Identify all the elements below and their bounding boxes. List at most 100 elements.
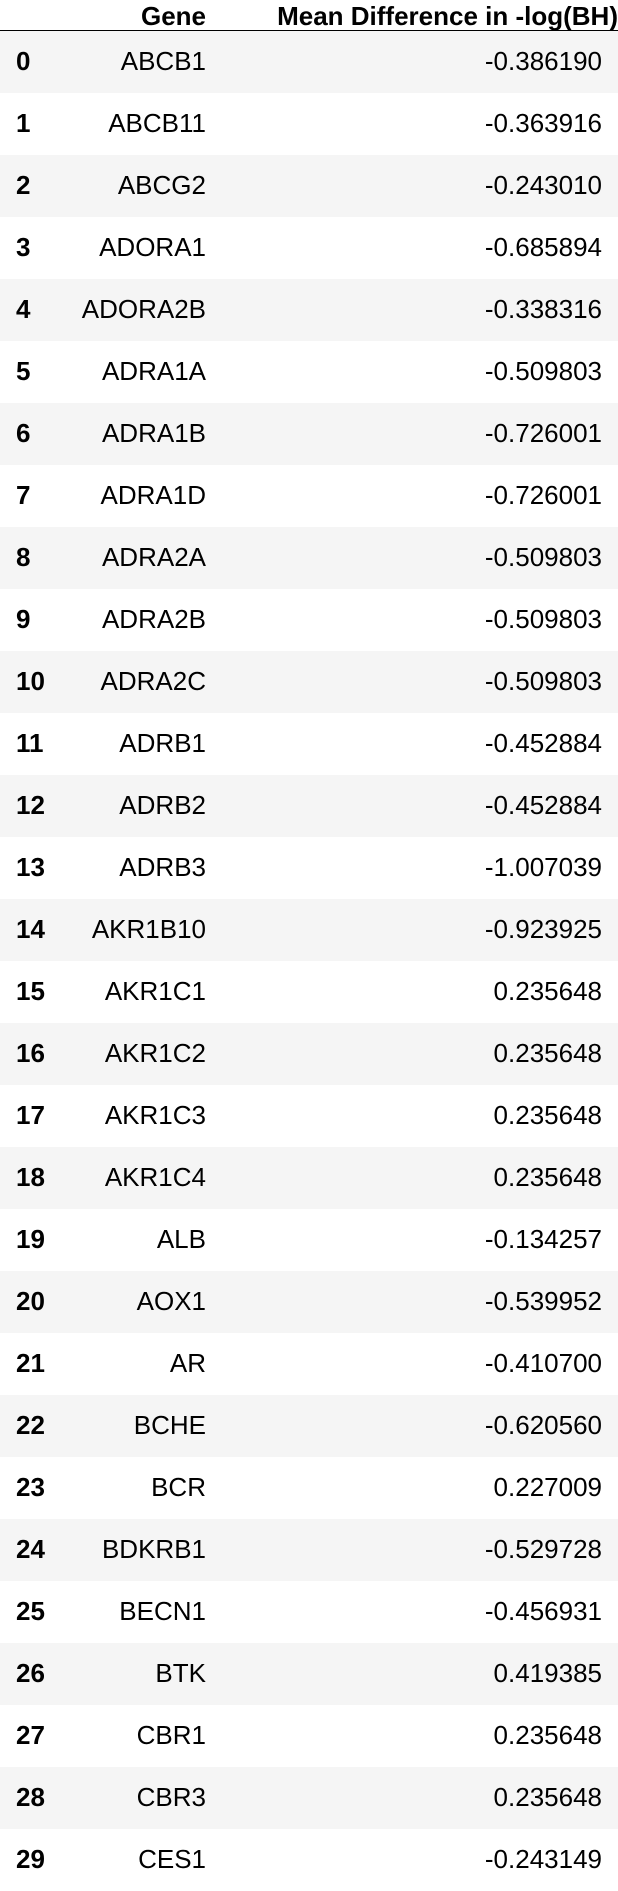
row-index: 8 <box>16 542 31 572</box>
row-index: 7 <box>16 480 31 510</box>
row-index: 16 <box>16 1038 45 1068</box>
table-row: 22 BCHE -0.620560 <box>0 1394 618 1457</box>
gene-cell: ADRA1D <box>100 480 206 510</box>
row-index: 27 <box>16 1720 45 1750</box>
table-row: 7 ADRA1D -0.726001 <box>0 464 618 527</box>
gene-cell: AKR1C1 <box>104 976 206 1006</box>
mean-difference-cell: -0.529728 <box>484 1534 602 1564</box>
mean-difference-cell: 0.235648 <box>493 1720 602 1750</box>
mean-difference-cell: -0.509803 <box>484 542 602 572</box>
row-index: 29 <box>16 1844 45 1874</box>
mean-difference-cell: -0.923925 <box>484 914 602 944</box>
mean-difference-cell: 0.419385 <box>493 1658 602 1688</box>
mean-difference-cell: -0.509803 <box>484 666 602 696</box>
table-row: 6 ADRA1B -0.726001 <box>0 402 618 465</box>
mean-difference-cell: -0.509803 <box>484 356 602 386</box>
mean-difference-cell: -0.243149 <box>484 1844 602 1874</box>
row-index: 14 <box>16 914 45 944</box>
table-row: 21 AR -0.410700 <box>0 1332 618 1395</box>
row-index: 10 <box>16 666 45 696</box>
table-row: 1 ABCB11 -0.363916 <box>0 92 618 155</box>
table-row: 13 ADRB3 -1.007039 <box>0 836 618 899</box>
table-row: 2 ABCG2 -0.243010 <box>0 154 618 217</box>
mean-difference-cell: 0.227009 <box>493 1472 602 1502</box>
gene-cell: ADRA1A <box>101 356 206 386</box>
mean-difference-cell: 0.235648 <box>493 1038 602 1068</box>
gene-cell: BECN1 <box>119 1596 206 1626</box>
table-row: 27 CBR1 0.235648 <box>0 1704 618 1767</box>
mean-difference-cell: 0.235648 <box>493 1162 602 1192</box>
table-row: 14 AKR1B10 -0.923925 <box>0 898 618 961</box>
gene-cell: ADRB2 <box>119 790 206 820</box>
table-row: 17 AKR1C3 0.235648 <box>0 1084 618 1147</box>
row-index: 11 <box>16 728 44 758</box>
mean-difference-cell: -0.338316 <box>484 294 602 324</box>
table-row: 29 CES1 -0.243149 <box>0 1828 618 1891</box>
gene-column-header: Gene <box>140 1 206 31</box>
table-row: 15 AKR1C1 0.235648 <box>0 960 618 1023</box>
gene-cell: CBR1 <box>136 1720 206 1750</box>
row-index: 19 <box>16 1224 45 1254</box>
table-row: 8 ADRA2A -0.509803 <box>0 526 618 589</box>
gene-cell: BTK <box>155 1658 206 1688</box>
header-row: Gene Mean Difference in -log(BH) <box>0 0 618 31</box>
mean-difference-cell: -0.363916 <box>484 108 602 138</box>
gene-cell: CES1 <box>138 1844 206 1874</box>
table-row: 23 BCR 0.227009 <box>0 1456 618 1519</box>
gene-cell: AKR1B10 <box>91 914 206 944</box>
mean-difference-cell: -0.685894 <box>484 232 602 262</box>
gene-cell: AKR1C3 <box>104 1100 206 1130</box>
table-row: 24 BDKRB1 -0.529728 <box>0 1518 618 1581</box>
mean-difference-cell: 0.235648 <box>493 1782 602 1812</box>
row-index: 22 <box>16 1410 45 1440</box>
mean-difference-cell: -0.456931 <box>484 1596 602 1626</box>
table-row: 0 ABCB1 -0.386190 <box>0 30 618 93</box>
mean-difference-cell: -1.007039 <box>484 852 602 882</box>
table-row: 20 AOX1 -0.539952 <box>0 1270 618 1333</box>
gene-cell: BCR <box>151 1472 206 1502</box>
mean-difference-cell: -0.452884 <box>484 790 602 820</box>
gene-cell: AKR1C4 <box>104 1162 206 1192</box>
row-index: 24 <box>16 1534 45 1564</box>
mean-difference-cell: 0.235648 <box>493 1100 602 1130</box>
mean-difference-cell: -0.134257 <box>484 1224 602 1254</box>
mean-difference-column-header: Mean Difference in -log(BH) <box>277 1 618 31</box>
row-index: 21 <box>16 1348 45 1378</box>
table-row: 12 ADRB2 -0.452884 <box>0 774 618 837</box>
table-row: 9 ADRA2B -0.509803 <box>0 588 618 651</box>
row-index: 3 <box>16 232 31 262</box>
mean-difference-cell: -0.539952 <box>484 1286 602 1316</box>
row-index: 12 <box>16 790 45 820</box>
table-row: 5 ADRA1A -0.509803 <box>0 340 618 403</box>
mean-difference-cell: -0.726001 <box>484 418 602 448</box>
row-index: 1 <box>16 108 31 138</box>
table-row: 19 ALB -0.134257 <box>0 1208 618 1271</box>
index-header <box>0 0 62 31</box>
gene-cell: ALB <box>156 1224 206 1254</box>
gene-cell: ABCG2 <box>117 170 206 200</box>
mean-difference-cell: 0.235648 <box>493 976 602 1006</box>
table-body: 0 ABCB1 -0.386190 1 ABCB11 -0.363916 2 ABCG2 -0.… <box>0 30 618 1891</box>
mean-difference-cell: -0.726001 <box>484 480 602 510</box>
table-row: 25 BECN1 -0.456931 <box>0 1580 618 1643</box>
row-index: 5 <box>16 356 31 386</box>
gene-cell: AOX1 <box>136 1286 206 1316</box>
row-index: 15 <box>16 976 45 1006</box>
gene-cell: ABCB11 <box>108 108 206 138</box>
row-index: 6 <box>16 418 31 448</box>
row-index: 0 <box>16 46 31 77</box>
gene-cell: ADRA2C <box>100 666 206 696</box>
gene-cell: ADRB1 <box>119 728 206 758</box>
row-index: 17 <box>16 1100 45 1130</box>
gene-cell: ADRA1B <box>101 418 206 448</box>
mean-difference-cell: -0.243010 <box>484 170 602 200</box>
table-row: 18 AKR1C4 0.235648 <box>0 1146 618 1209</box>
gene-cell: ADRA2A <box>101 542 206 572</box>
mean-difference-cell: -0.620560 <box>484 1410 602 1440</box>
row-index: 18 <box>16 1162 45 1192</box>
table-row: 26 BTK 0.419385 <box>0 1642 618 1705</box>
mean-difference-cell: -0.509803 <box>484 604 602 634</box>
gene-cell: ADRA2B <box>101 604 206 634</box>
row-index: 25 <box>16 1596 45 1626</box>
